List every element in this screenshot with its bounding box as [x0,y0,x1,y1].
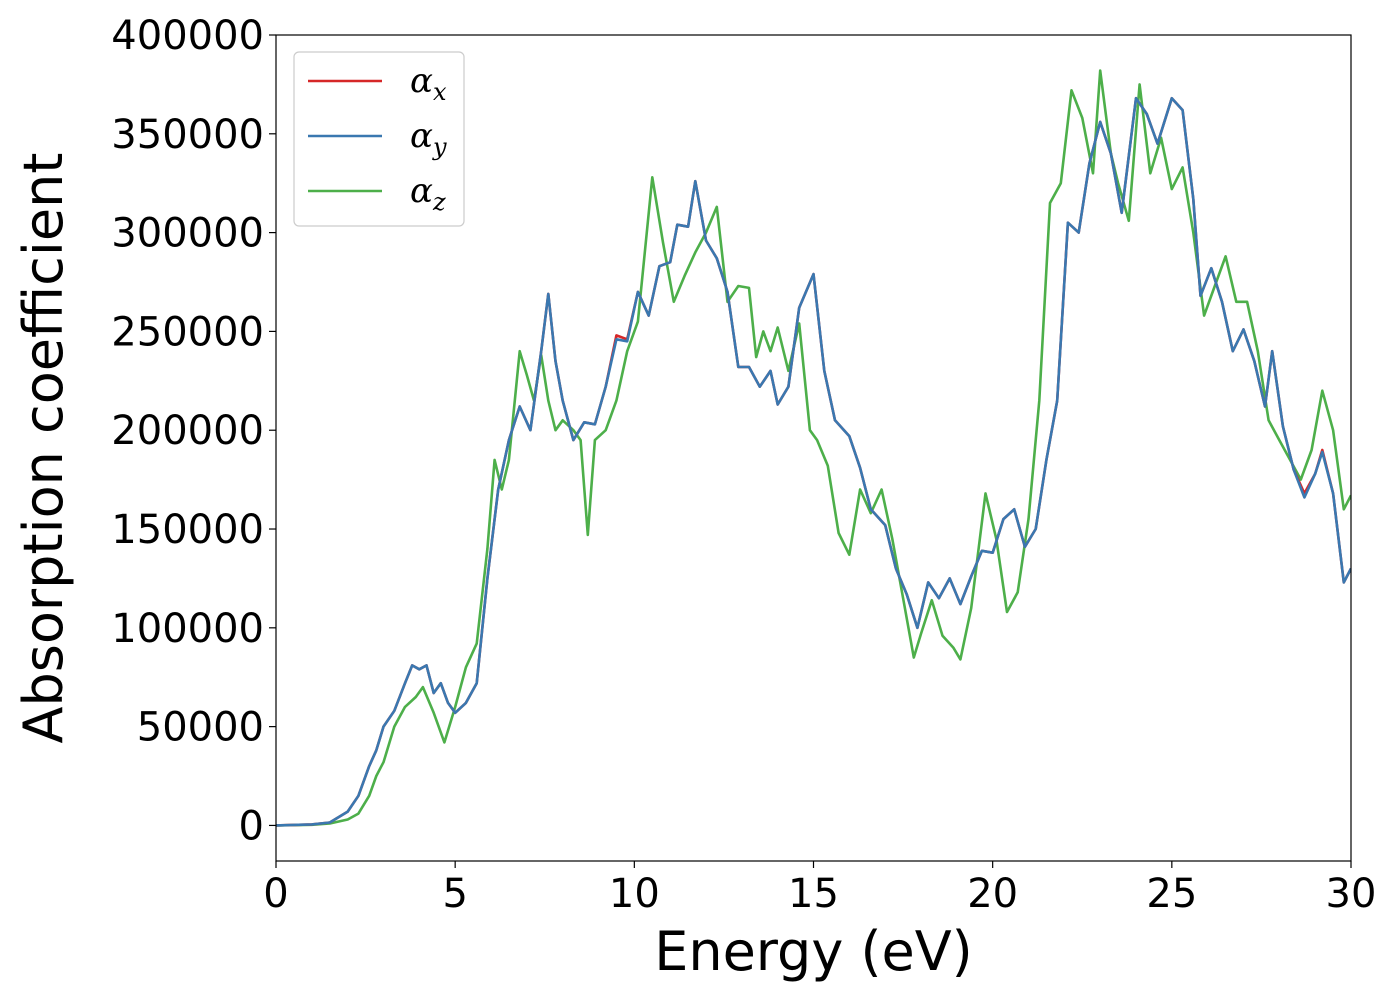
series-line-z [276,69,1351,827]
x-tick-label: 25 [1146,871,1197,917]
x-tick-label: 0 [263,871,288,917]
x-tick-label: 5 [442,871,467,917]
y-tick-label: 350000 [111,112,264,158]
legend-box [293,51,465,227]
y-tick-label: 50000 [137,705,264,751]
x-axis: 0 5 10 15 20 25 30 [263,861,1376,917]
y-tick-label: 250000 [111,309,264,355]
x-axis-title: Energy (eV) [654,920,973,983]
x-tick-label: 30 [1326,871,1377,917]
x-tick-label: 20 [967,871,1018,917]
y-tick-label: 300000 [111,211,264,257]
y-tick-label: 150000 [111,507,264,553]
y-tick-label: 100000 [111,606,264,652]
y-tick-label: 0 [239,803,264,849]
series-line-y [276,96,1351,827]
y-axis-title: Absorption coefficient [12,153,75,744]
x-tick-label: 10 [609,871,660,917]
x-tick-label: 15 [788,871,839,917]
series-layer [276,69,1351,827]
y-tick-label: 200000 [111,408,264,454]
y-axis: 0 50000 100000 150000 200000 250000 300000 3500… [111,13,276,849]
y-tick-label: 400000 [111,13,264,59]
